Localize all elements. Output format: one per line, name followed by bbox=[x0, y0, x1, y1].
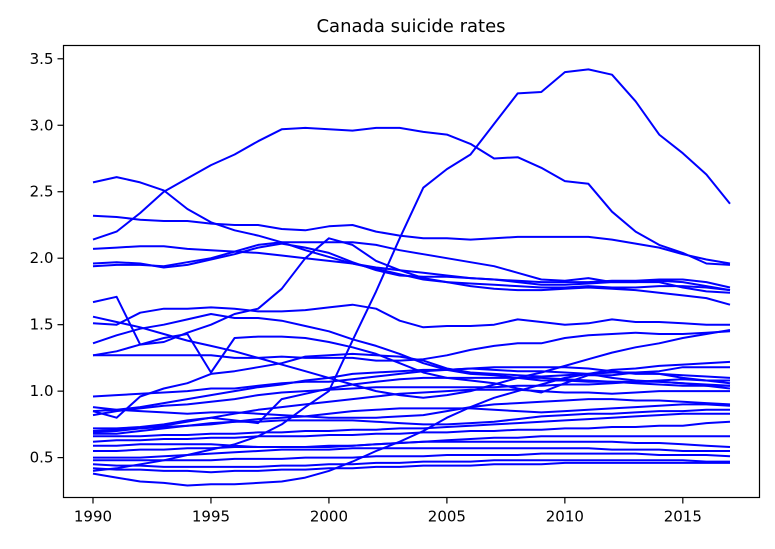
y-tick-label: 1.0 bbox=[30, 382, 54, 400]
x-tick-label: 1995 bbox=[192, 508, 230, 526]
series-lines bbox=[92, 68, 731, 487]
x-tick-label: 2010 bbox=[546, 508, 584, 526]
y-tick-label: 1.5 bbox=[30, 316, 54, 334]
y-tick-label: 0.5 bbox=[30, 449, 54, 467]
chart-title: Canada suicide rates bbox=[316, 16, 505, 37]
series-line-31 bbox=[92, 376, 730, 434]
y-tick-label: 2.0 bbox=[30, 249, 54, 267]
series-line-10 bbox=[92, 315, 731, 399]
x-tick-label: 2015 bbox=[664, 508, 702, 526]
series-line-19 bbox=[92, 398, 731, 419]
plot-frame bbox=[62, 44, 761, 499]
y-tick-label: 3.5 bbox=[30, 50, 54, 68]
series-line-9 bbox=[92, 303, 730, 329]
series-line-26 bbox=[93, 447, 730, 459]
series-line-30 bbox=[92, 360, 731, 487]
series-line-2 bbox=[92, 68, 731, 472]
series-line-6 bbox=[92, 242, 731, 292]
series-line-5 bbox=[92, 245, 731, 289]
x-axis: 1990 1995 2000 2005 2010 2015 bbox=[74, 497, 702, 526]
series-line-3 bbox=[92, 176, 731, 306]
series-line-4 bbox=[92, 214, 731, 265]
series-line-8 bbox=[92, 237, 731, 346]
series-line-15 bbox=[92, 366, 731, 398]
x-tick-label: 2005 bbox=[428, 508, 466, 526]
y-axis: 0.5 1.0 1.5 2.0 2.5 3.0 3.5 bbox=[30, 50, 64, 467]
x-tick-label: 1990 bbox=[74, 508, 112, 526]
series-line-16 bbox=[92, 367, 731, 413]
series-line-25 bbox=[93, 440, 731, 452]
series-line-11 bbox=[93, 330, 731, 362]
series-line-29 bbox=[92, 461, 730, 474]
series-line-21 bbox=[92, 408, 730, 432]
series-line-27 bbox=[93, 452, 731, 462]
series-line-22 bbox=[93, 412, 730, 438]
y-tick-label: 2.5 bbox=[30, 183, 54, 201]
series-line-28 bbox=[92, 459, 730, 468]
series-line-23 bbox=[92, 420, 731, 443]
y-tick-label: 3.0 bbox=[30, 116, 54, 134]
series-line-12 bbox=[92, 333, 731, 394]
x-tick-label: 2000 bbox=[310, 508, 348, 526]
series-line-7 bbox=[92, 241, 731, 294]
series-line-1 bbox=[92, 126, 731, 266]
